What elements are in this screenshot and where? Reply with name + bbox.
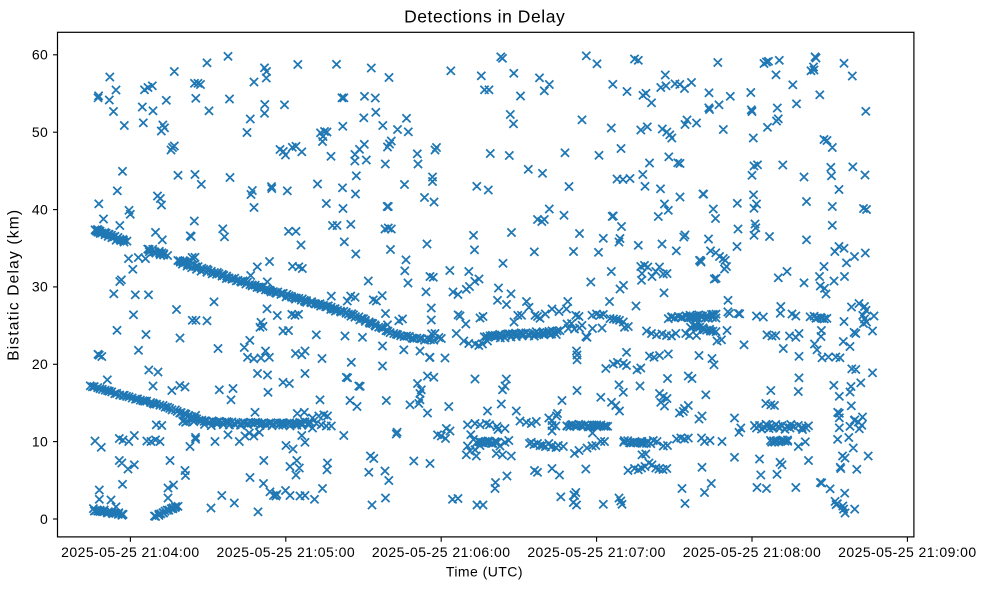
svg-text:0: 0: [40, 511, 48, 527]
svg-text:50: 50: [32, 124, 48, 140]
svg-text:2025-05-25 21:08:00: 2025-05-25 21:08:00: [683, 544, 822, 560]
svg-text:10: 10: [32, 433, 48, 449]
svg-text:2025-05-25 21:04:00: 2025-05-25 21:04:00: [61, 544, 200, 560]
svg-text:30: 30: [32, 279, 48, 295]
svg-text:2025-05-25 21:06:00: 2025-05-25 21:06:00: [372, 544, 511, 560]
svg-text:40: 40: [32, 201, 48, 217]
svg-text:Detections in Delay: Detections in Delay: [404, 6, 565, 26]
svg-text:2025-05-25 21:09:00: 2025-05-25 21:09:00: [838, 544, 977, 560]
svg-text:Time (UTC): Time (UTC): [446, 564, 523, 580]
svg-text:2025-05-25 21:05:00: 2025-05-25 21:05:00: [217, 544, 356, 560]
svg-text:Bistatic Delay (km): Bistatic Delay (km): [6, 209, 23, 361]
svg-text:60: 60: [32, 47, 48, 63]
svg-text:2025-05-25 21:07:00: 2025-05-25 21:07:00: [527, 544, 666, 560]
svg-text:20: 20: [32, 356, 48, 372]
